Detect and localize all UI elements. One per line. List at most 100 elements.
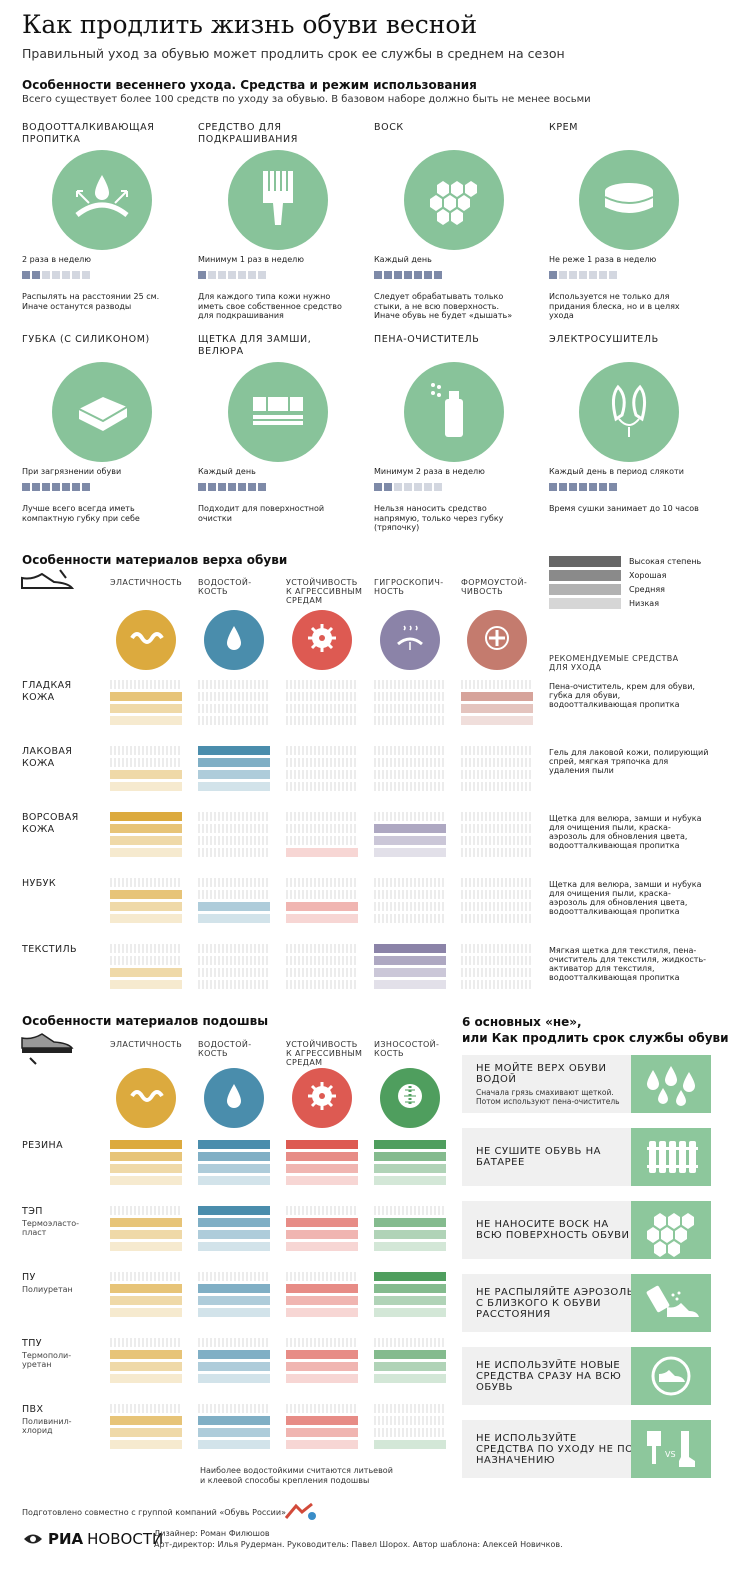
- rating-bars: [110, 812, 182, 857]
- sole-heading: Особенности материалов подошвы: [22, 1014, 269, 1028]
- rating-bar: [286, 746, 358, 755]
- not-rule-text: Не используйте новые средства сразу на в…: [476, 1347, 636, 1405]
- partner-logo-icon: [284, 1502, 316, 1520]
- sole-footnote: Наиболее водостойкими считаются литьевой…: [200, 1466, 393, 1485]
- not-rule-note: Сначала грязь смахивают щеткой. Потом ис…: [476, 1087, 620, 1106]
- rating-bar: [374, 914, 446, 923]
- frequency-square: [384, 271, 392, 279]
- upper-material-name: Ворсовая кожа: [22, 812, 79, 835]
- frequency-square: [609, 483, 617, 491]
- wax-honeycomb-icon: [631, 1201, 711, 1259]
- tool-frequency: Минимум 2 раза в неделю: [374, 467, 485, 476]
- rating-bars: [461, 944, 533, 989]
- rating-bar: [286, 758, 358, 767]
- rating-bar: [198, 1272, 270, 1281]
- rating-bar: [198, 1164, 270, 1173]
- water-drop-icon: [214, 618, 254, 662]
- rating-bar: [461, 692, 533, 701]
- not-rule-card: Не сушите обувь на батарее: [462, 1128, 711, 1186]
- rating-bar: [110, 914, 182, 923]
- rating-bar: [374, 878, 446, 887]
- rating-bar: [286, 1206, 358, 1215]
- frequency-square: [32, 483, 40, 491]
- designer-credit: Дизайнер: Роман Филюшов: [154, 1529, 270, 1538]
- not-rule-text: Не мойте верх обуви водой Сначала грязь с…: [476, 1055, 636, 1113]
- frequency-meter: [549, 483, 617, 491]
- svg-text:VS: VS: [665, 1450, 676, 1459]
- not-rule-card: Не используйте новые средства сразу на в…: [462, 1347, 711, 1405]
- form-stability-icon: [477, 618, 517, 662]
- frequency-square: [72, 483, 80, 491]
- rating-bar: [198, 746, 270, 755]
- rating-bars: [286, 878, 358, 923]
- rating-bar: [110, 1242, 182, 1251]
- rating-bar: [374, 1308, 446, 1317]
- rating-bar: [110, 1416, 182, 1425]
- rating-bar: [286, 848, 358, 857]
- rating-bar: [198, 980, 270, 989]
- frequency-square: [559, 483, 567, 491]
- cream-tin-icon: [594, 163, 664, 237]
- not-rule-title: Не мойте верх обуви водой: [476, 1062, 607, 1085]
- tool-circle: [579, 150, 679, 250]
- frequency-square: [258, 271, 266, 279]
- rating-bars: [374, 812, 446, 857]
- rating-bar: [461, 704, 533, 713]
- tool-description: Следует обрабатывать только стыки, а не …: [374, 292, 513, 320]
- rating-bar: [198, 1284, 270, 1293]
- sole-material-name: ПУ: [22, 1272, 36, 1283]
- rating-bar: [374, 704, 446, 713]
- rating-bars: [286, 1338, 358, 1383]
- property-circle: [116, 610, 176, 670]
- rating-bar: [110, 770, 182, 779]
- rating-bar: [110, 956, 182, 965]
- frequency-meter: [374, 483, 442, 491]
- frequency-square: [549, 271, 557, 279]
- rating-bar: [198, 1404, 270, 1413]
- rating-bars: [198, 680, 270, 725]
- tool-frequency: При загрязнении обуви: [22, 467, 122, 476]
- rating-bar: [461, 878, 533, 887]
- rating-bar: [198, 1416, 270, 1425]
- rating-bar: [286, 1296, 358, 1305]
- rating-bar: [198, 956, 270, 965]
- rating-bar: [374, 1206, 446, 1215]
- rating-bar: [286, 1272, 358, 1281]
- legend-item: Низкая: [549, 598, 701, 609]
- rating-bar: [461, 824, 533, 833]
- rating-bar: [110, 1140, 182, 1149]
- rating-bar: [461, 680, 533, 689]
- frequency-square: [42, 271, 50, 279]
- rating-bar: [198, 890, 270, 899]
- rating-bar: [374, 824, 446, 833]
- rating-bars: [461, 680, 533, 725]
- frequency-square: [52, 483, 60, 491]
- frequency-square: [414, 483, 422, 491]
- paintbrush-icon: [243, 163, 313, 237]
- frequency-square: [208, 483, 216, 491]
- rating-bars: [286, 1404, 358, 1449]
- rating-bar: [198, 770, 270, 779]
- rating-bar: [110, 746, 182, 755]
- not-rule-card: Не распыляйте аэрозоль с близкого к обув…: [462, 1274, 711, 1332]
- rating-bar: [374, 1242, 446, 1251]
- rating-bar: [110, 1440, 182, 1449]
- rating-bar: [198, 692, 270, 701]
- rating-bar: [110, 1230, 182, 1239]
- rating-bar: [461, 716, 533, 725]
- frequency-square: [609, 271, 617, 279]
- rating-bar: [374, 692, 446, 701]
- frequency-square: [569, 483, 577, 491]
- rating-bar: [286, 1428, 358, 1437]
- tool-name: Пена-очиститель: [374, 334, 480, 345]
- not-rule-title: Не распыляйте аэрозоль с близкого к обув…: [476, 1286, 635, 1320]
- rating-bars: [198, 746, 270, 791]
- tool-circle: [52, 362, 152, 462]
- rating-bar: [461, 770, 533, 779]
- rating-bar: [198, 1350, 270, 1359]
- rating-bar: [374, 770, 446, 779]
- ria-logo: РИА НОВОСТИ: [22, 1530, 163, 1548]
- rating-bar: [110, 1374, 182, 1383]
- water-drop-icon: [214, 1076, 254, 1120]
- tool-name: Электросушитель: [549, 334, 659, 345]
